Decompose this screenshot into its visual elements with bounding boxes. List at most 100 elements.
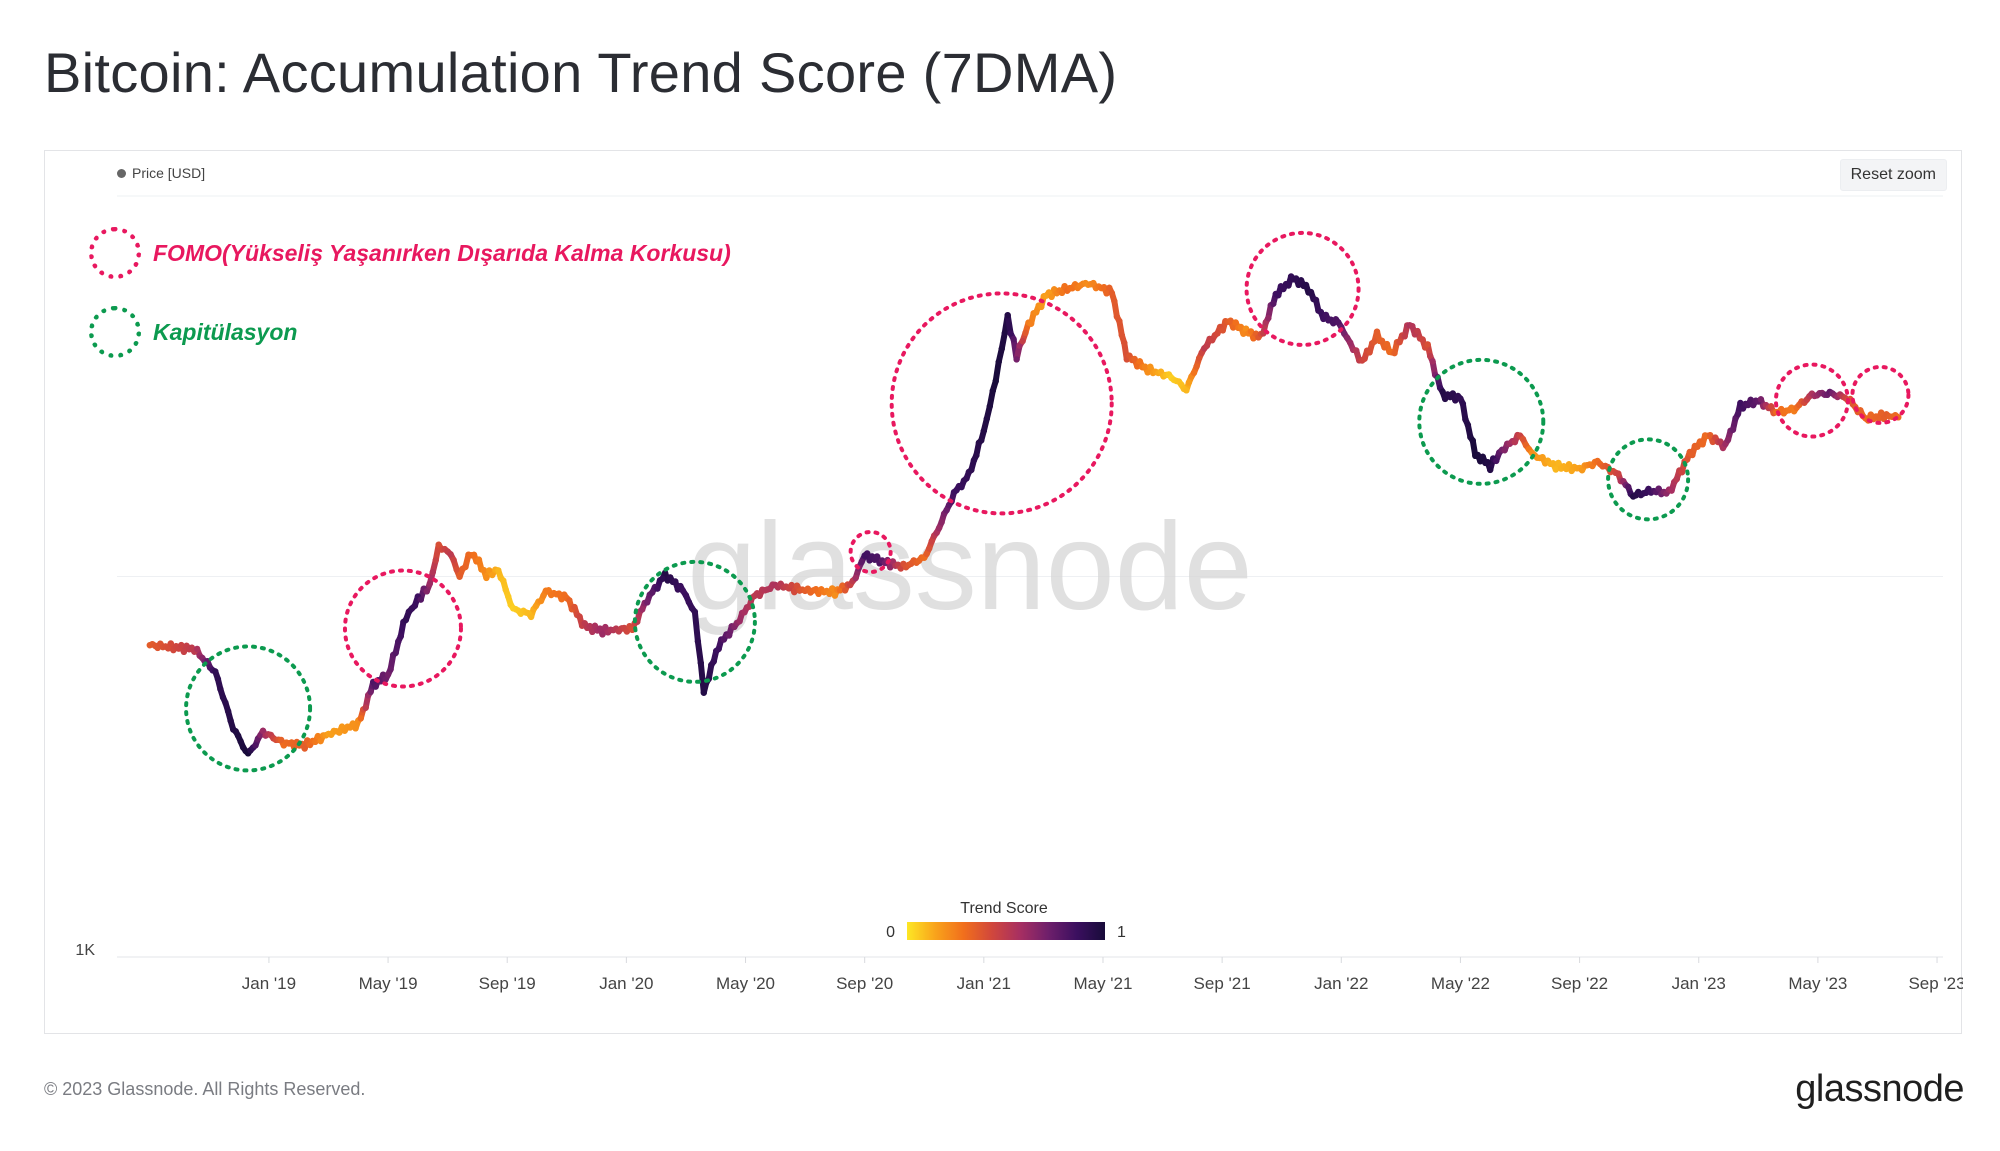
price-point[interactable] — [1747, 396, 1754, 403]
price-point[interactable] — [943, 507, 950, 514]
price-point[interactable] — [1396, 338, 1403, 346]
price-point[interactable] — [649, 589, 656, 596]
price-point[interactable] — [217, 685, 224, 693]
price-point[interactable] — [586, 622, 593, 630]
price-point[interactable] — [1090, 279, 1097, 287]
price-point[interactable] — [1232, 319, 1239, 326]
price-point[interactable] — [1378, 337, 1386, 344]
price-point[interactable] — [639, 606, 646, 613]
price-point[interactable] — [1344, 334, 1351, 342]
price-point[interactable] — [1673, 475, 1681, 483]
price-point[interactable] — [486, 567, 493, 574]
price-point[interactable] — [576, 613, 583, 620]
price-point[interactable] — [387, 666, 394, 673]
price-point[interactable] — [677, 582, 684, 590]
price-point[interactable] — [1484, 459, 1491, 466]
price-point[interactable] — [788, 581, 795, 589]
price-point[interactable] — [483, 574, 490, 582]
price-point[interactable] — [1317, 308, 1325, 316]
price-point[interactable] — [1214, 330, 1221, 337]
price-point[interactable] — [450, 556, 457, 564]
price-point[interactable] — [1449, 390, 1457, 397]
price-point[interactable] — [259, 727, 267, 734]
price-point[interactable] — [224, 708, 232, 715]
price-point[interactable] — [1668, 487, 1675, 494]
price-point[interactable] — [864, 550, 871, 557]
price-point[interactable] — [372, 683, 379, 690]
price-point[interactable] — [1312, 296, 1320, 304]
price-point[interactable] — [1361, 355, 1368, 362]
price-point[interactable] — [793, 582, 801, 589]
price-point[interactable] — [1007, 330, 1014, 337]
price-point[interactable] — [1724, 436, 1732, 444]
price-point[interactable] — [1474, 451, 1482, 459]
price-point[interactable] — [219, 694, 227, 701]
price-point[interactable] — [1016, 342, 1023, 349]
price-point[interactable] — [700, 689, 707, 696]
price-point[interactable] — [312, 738, 319, 745]
price-point[interactable] — [1729, 426, 1737, 433]
price-point[interactable] — [836, 587, 844, 594]
price-point[interactable] — [1479, 453, 1487, 460]
price-point[interactable] — [831, 592, 839, 599]
price-point[interactable] — [1322, 311, 1330, 319]
price-point[interactable] — [227, 717, 234, 724]
price-point[interactable] — [462, 563, 469, 571]
price-point[interactable] — [691, 608, 699, 616]
price-point[interactable] — [1141, 363, 1149, 370]
price-point[interactable] — [475, 556, 483, 563]
price-point[interactable] — [852, 574, 859, 582]
price-point[interactable] — [180, 648, 188, 655]
price-point[interactable] — [661, 569, 669, 577]
price-point[interactable] — [1111, 298, 1118, 305]
price-point[interactable] — [1013, 356, 1020, 363]
price-point[interactable] — [933, 529, 940, 536]
price-point[interactable] — [1734, 410, 1742, 418]
price-point[interactable] — [234, 732, 242, 739]
price-point[interactable] — [480, 567, 488, 574]
price-point[interactable] — [435, 541, 442, 548]
legend-price[interactable]: Price [USD] — [117, 165, 205, 181]
price-point[interactable] — [1010, 336, 1017, 343]
price-point[interactable] — [1103, 290, 1110, 297]
price-point[interactable] — [1391, 349, 1398, 357]
price-point[interactable] — [505, 593, 512, 600]
price-point[interactable] — [1563, 465, 1570, 473]
price-point[interactable] — [1511, 438, 1519, 446]
price-point[interactable] — [654, 585, 661, 592]
price-point[interactable] — [1116, 318, 1123, 325]
price-point[interactable] — [589, 628, 596, 635]
price-point[interactable] — [167, 640, 174, 647]
price-point[interactable] — [1694, 443, 1701, 450]
price-point[interactable] — [623, 628, 631, 635]
price-point[interactable] — [1625, 483, 1632, 490]
price-point[interactable] — [1237, 323, 1245, 331]
price-point[interactable] — [1439, 388, 1446, 395]
price-point[interactable] — [489, 571, 496, 579]
price-point[interactable] — [1539, 454, 1546, 461]
price-point[interactable] — [395, 638, 402, 645]
price-point[interactable] — [1419, 336, 1426, 343]
price-point[interactable] — [453, 566, 460, 573]
price-point[interactable] — [178, 641, 185, 649]
reset-zoom-button[interactable]: Reset zoom — [1839, 159, 1947, 191]
price-point[interactable] — [935, 524, 943, 532]
price-point[interactable] — [1247, 328, 1255, 335]
price-point[interactable] — [1487, 466, 1494, 474]
price-point[interactable] — [1275, 292, 1282, 299]
price-point[interactable] — [1717, 438, 1724, 445]
price-point[interactable] — [998, 345, 1005, 353]
price-point[interactable] — [1555, 459, 1562, 467]
price-point[interactable] — [791, 588, 798, 596]
price-point[interactable] — [938, 519, 945, 526]
price-point[interactable] — [1106, 284, 1113, 291]
price-point[interactable] — [384, 671, 392, 678]
price-point[interactable] — [314, 732, 322, 740]
price-point[interactable] — [1058, 289, 1066, 296]
price-point[interactable] — [1678, 469, 1686, 476]
price-point[interactable] — [237, 738, 244, 745]
price-point[interactable] — [1699, 441, 1706, 448]
price-point[interactable] — [426, 580, 433, 587]
price-point[interactable] — [411, 602, 419, 609]
price-point[interactable] — [1242, 325, 1250, 332]
